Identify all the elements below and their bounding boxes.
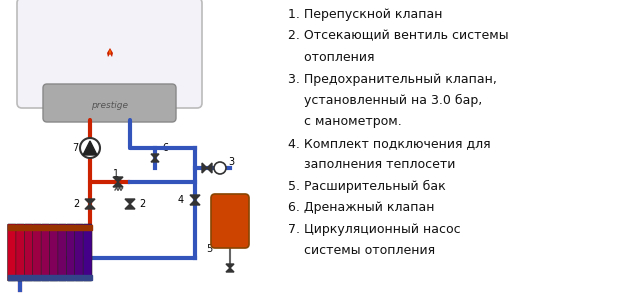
FancyBboxPatch shape <box>41 224 50 281</box>
FancyBboxPatch shape <box>24 224 33 281</box>
Text: отопления: отопления <box>288 51 374 64</box>
FancyBboxPatch shape <box>33 224 42 281</box>
Text: 2. Отсекающий вентиль системы: 2. Отсекающий вентиль системы <box>288 30 509 43</box>
Text: 4. Комплект подключения для: 4. Комплект подключения для <box>288 137 491 150</box>
Circle shape <box>80 138 100 158</box>
Text: 3. Предохранительный клапан,: 3. Предохранительный клапан, <box>288 73 497 86</box>
Text: установленный на 3.0 бар,: установленный на 3.0 бар, <box>288 94 483 107</box>
Polygon shape <box>151 154 159 158</box>
Text: 3: 3 <box>228 157 234 167</box>
FancyBboxPatch shape <box>83 224 92 281</box>
Polygon shape <box>85 204 95 209</box>
Polygon shape <box>8 225 92 230</box>
Text: с манометром.: с манометром. <box>288 115 402 128</box>
Polygon shape <box>202 163 207 173</box>
Polygon shape <box>190 200 200 205</box>
FancyBboxPatch shape <box>67 224 76 281</box>
Polygon shape <box>107 48 113 57</box>
Polygon shape <box>226 268 234 272</box>
Text: 5. Расширительный бак: 5. Расширительный бак <box>288 180 445 193</box>
Text: 4: 4 <box>178 195 184 205</box>
FancyBboxPatch shape <box>8 224 17 281</box>
Polygon shape <box>109 49 111 55</box>
Text: 6: 6 <box>162 143 168 153</box>
Polygon shape <box>83 141 97 155</box>
Polygon shape <box>226 264 234 268</box>
Polygon shape <box>125 199 135 204</box>
FancyBboxPatch shape <box>49 224 58 281</box>
Text: 5: 5 <box>205 244 212 254</box>
FancyBboxPatch shape <box>17 0 202 108</box>
Text: 2: 2 <box>139 199 145 209</box>
FancyBboxPatch shape <box>58 224 67 281</box>
Polygon shape <box>8 275 92 280</box>
Polygon shape <box>151 158 159 162</box>
FancyBboxPatch shape <box>16 224 25 281</box>
Circle shape <box>214 162 226 174</box>
Text: системы отопления: системы отопления <box>288 244 435 258</box>
Text: prestige: prestige <box>92 102 129 110</box>
Text: 7: 7 <box>72 143 78 153</box>
Text: 1: 1 <box>113 169 119 179</box>
Text: 7. Циркуляционный насос: 7. Циркуляционный насос <box>288 223 461 236</box>
Text: 1. Перепускной клапан: 1. Перепускной клапан <box>288 8 442 21</box>
FancyBboxPatch shape <box>211 194 249 248</box>
Polygon shape <box>190 195 200 200</box>
FancyBboxPatch shape <box>43 84 176 122</box>
Polygon shape <box>113 177 123 182</box>
Polygon shape <box>125 204 135 209</box>
Text: заполнения теплосети: заполнения теплосети <box>288 158 456 171</box>
Text: 6. Дренажный клапан: 6. Дренажный клапан <box>288 202 435 215</box>
Polygon shape <box>85 199 95 204</box>
Text: 2: 2 <box>73 199 79 209</box>
FancyBboxPatch shape <box>75 224 84 281</box>
Polygon shape <box>113 182 123 187</box>
Polygon shape <box>207 163 212 173</box>
